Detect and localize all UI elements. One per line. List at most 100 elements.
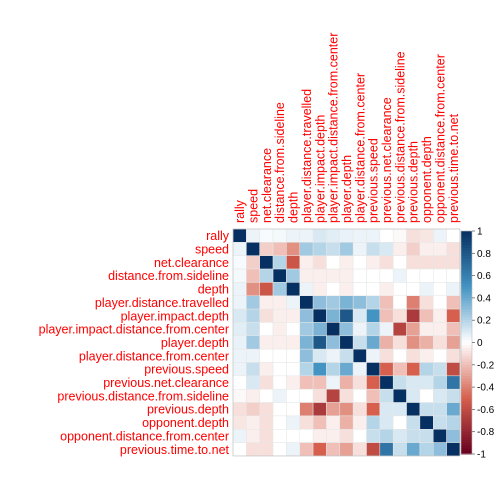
colorbar-segment — [461, 281, 472, 285]
heatmap-cell — [339, 242, 354, 256]
heatmap-cell — [272, 429, 287, 443]
heatmap-cell — [406, 255, 421, 270]
heatmap-cell — [379, 295, 394, 310]
heatmap-cell — [406, 242, 421, 256]
heatmap-cell — [299, 388, 314, 403]
heatmap-cell — [419, 402, 434, 417]
colorbar-segment — [461, 264, 472, 268]
heatmap-cell — [286, 388, 300, 403]
heatmap-cell — [272, 362, 287, 377]
heatmap-cell — [259, 322, 274, 337]
heatmap-cell — [339, 362, 354, 377]
heatmap-cell — [259, 242, 274, 256]
heatmap-cell — [352, 282, 367, 296]
column-label: player.impact.distance.from.center — [327, 33, 341, 223]
heatmap-cell — [433, 442, 447, 457]
heatmap-cell — [446, 375, 461, 390]
heatmap-cell — [446, 228, 461, 243]
heatmap-cell — [392, 335, 407, 350]
heatmap-cell — [433, 322, 447, 337]
column-label: net.clearance — [260, 148, 274, 223]
heatmap-cell — [286, 255, 300, 270]
heatmap-cell — [246, 429, 260, 443]
heatmap-cell — [299, 255, 314, 270]
heatmap-cell — [406, 308, 421, 323]
heatmap-cell — [312, 429, 327, 443]
colorbar-segment — [461, 231, 472, 235]
heatmap-cell — [272, 268, 287, 283]
heatmap-cell — [366, 375, 381, 390]
heatmap-cell — [433, 362, 447, 377]
heatmap-cell — [272, 308, 287, 323]
heatmap-cell — [246, 388, 260, 403]
colorbar-segment — [461, 440, 472, 444]
heatmap-cell — [433, 268, 447, 283]
heatmap-cell — [272, 402, 287, 417]
heatmap-cell — [392, 242, 407, 256]
heatmap-cell — [339, 429, 354, 443]
heatmap-cell — [312, 282, 327, 296]
heatmap-cell — [366, 429, 381, 443]
heatmap-cell — [272, 228, 287, 243]
heatmap-cell — [272, 388, 287, 403]
row-label: opponent.distance.from.center — [60, 429, 229, 443]
heatmap-cell — [406, 335, 421, 350]
heatmap-cell — [406, 429, 421, 443]
colorbar-segment — [461, 309, 472, 313]
row-label: rally — [206, 229, 230, 243]
row-label: previous.net.clearance — [103, 376, 229, 390]
colorbar-segment — [461, 331, 472, 335]
heatmap-cell — [232, 442, 247, 457]
heatmap-cell — [259, 402, 274, 417]
colorbar-tick-label: 0 — [477, 338, 483, 349]
heatmap-cell — [286, 402, 300, 417]
colorbar-segment — [461, 236, 472, 240]
heatmap-cell — [379, 375, 394, 390]
heatmap-cell — [446, 388, 461, 403]
heatmap-cell — [339, 282, 354, 296]
colorbar-segment — [461, 359, 472, 363]
heatmap-cell — [246, 348, 260, 363]
heatmap-cell — [312, 308, 327, 323]
heatmap-cell — [392, 308, 407, 323]
heatmap-cell — [339, 295, 354, 310]
column-label: previous.distance.from.sideline — [393, 51, 407, 223]
heatmap-cell — [352, 442, 367, 457]
colorbar-segment — [461, 317, 472, 321]
colorbar-segment — [461, 253, 472, 257]
heatmap-cell — [286, 362, 300, 377]
heatmap-cell — [232, 242, 247, 256]
colorbar-segment — [461, 322, 472, 327]
heatmap-cell — [366, 362, 381, 377]
heatmap-cell — [366, 255, 381, 270]
colorbar-segment — [461, 448, 472, 452]
heatmap-cell — [366, 335, 381, 350]
colorbar-segment — [461, 348, 472, 352]
heatmap-cell — [392, 362, 407, 377]
heatmap-cell — [352, 322, 367, 337]
colorbar-segment — [461, 336, 472, 341]
heatmap-cell — [326, 242, 341, 256]
heatmap-cell — [286, 282, 300, 296]
heatmap-cell — [246, 255, 260, 270]
heatmap-cell — [406, 388, 421, 403]
heatmap-cell — [272, 282, 287, 296]
column-label: depth — [287, 192, 301, 223]
heatmap-cell — [299, 242, 314, 256]
heatmap-cell — [433, 255, 447, 270]
heatmap-cell — [406, 362, 421, 377]
colorbar-segment — [461, 334, 472, 338]
heatmap-cell — [446, 308, 461, 323]
row-label: distance.from.sideline — [108, 269, 229, 283]
heatmap-cell — [232, 429, 247, 443]
heatmap-cell — [272, 335, 287, 350]
heatmap-cell — [299, 402, 314, 417]
heatmap-cell — [232, 308, 247, 323]
colorbar-segment — [461, 367, 472, 371]
heatmap-cell — [299, 335, 314, 350]
heatmap-cell — [246, 402, 260, 417]
heatmap-cell — [299, 348, 314, 363]
heatmap-cell — [326, 228, 341, 243]
heatmap-cell — [286, 268, 300, 283]
heatmap-cell — [352, 242, 367, 256]
